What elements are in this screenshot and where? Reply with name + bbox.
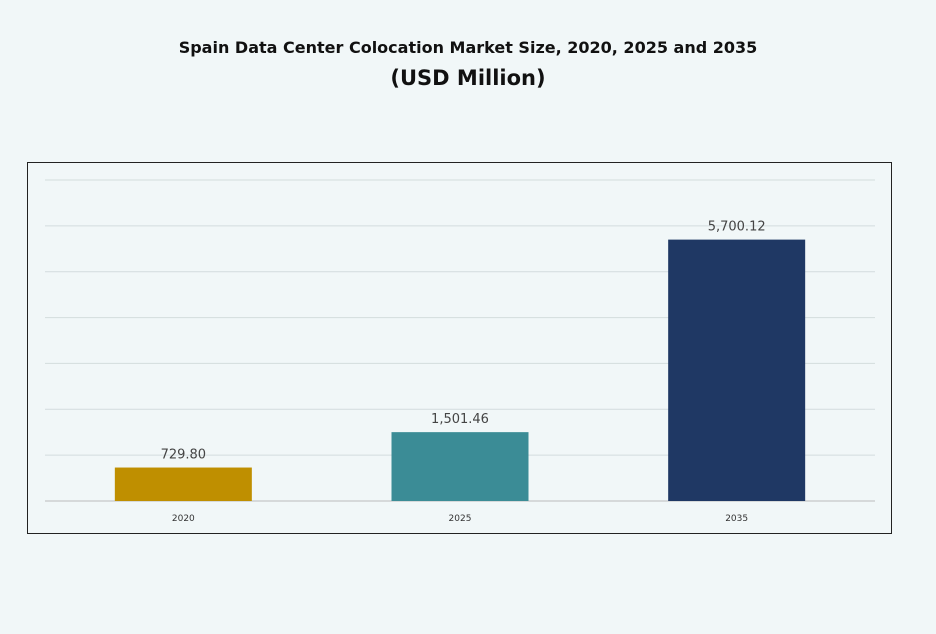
bar-2020 [114, 467, 252, 501]
data-label: 729.80 [161, 448, 207, 463]
x-tick-label: 2020 [172, 514, 195, 524]
data-label: 1,501.46 [431, 412, 489, 427]
chart-title: Spain Data Center Colocation Market Size… [178, 38, 758, 57]
chart-subtitle: (USD Million) [390, 66, 546, 90]
bar-2025 [391, 432, 529, 501]
bar-2035 [668, 239, 806, 502]
data-label: 5,700.12 [708, 220, 766, 235]
x-tick-label: 2025 [449, 514, 472, 524]
x-tick-label: 2035 [725, 514, 748, 524]
